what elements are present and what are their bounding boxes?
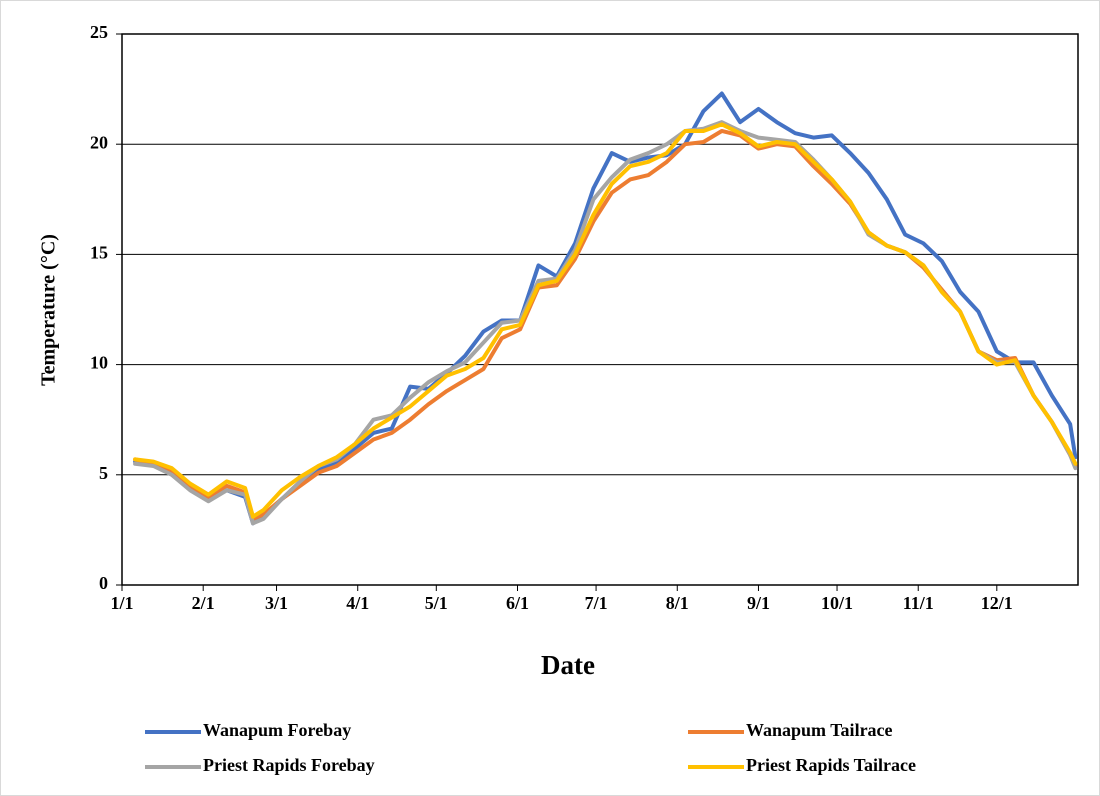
series-line [133,128,1078,521]
x-tick-label: 3/1 [265,593,288,613]
legend-label: Wanapum Tailrace [746,720,893,740]
y-tick-label: 25 [90,22,108,42]
x-tick-label: 9/1 [747,593,770,613]
x-tick-label: 11/1 [903,593,934,613]
x-tick-label: 2/1 [192,593,215,613]
x-tick-label: 8/1 [666,593,689,613]
legend-label: Priest Rapids Tailrace [746,755,916,775]
x-axis-title: Date [541,650,595,680]
y-tick-label: 20 [90,132,108,152]
series-line [133,120,1078,526]
x-tick-label: 1/1 [110,593,133,613]
x-tick-label: 7/1 [585,593,608,613]
y-tick-label: 15 [90,243,108,263]
series-line [133,91,1078,526]
y-axis-title: Temperature (°C) [38,234,60,386]
legend-label: Priest Rapids Forebay [203,755,375,775]
plot-frame [121,33,1079,586]
x-tick-label: 4/1 [346,593,369,613]
x-tick-label: 10/1 [821,593,853,613]
legend-label: Wanapum Forebay [203,720,351,740]
x-tick-label: 12/1 [981,593,1013,613]
x-tick-label: 6/1 [506,593,529,613]
y-tick-label: 10 [90,353,108,373]
y-tick-label: 5 [99,463,108,483]
x-tick-label: 5/1 [425,593,448,613]
y-tick-label: 0 [99,573,108,593]
series-line [133,122,1078,519]
